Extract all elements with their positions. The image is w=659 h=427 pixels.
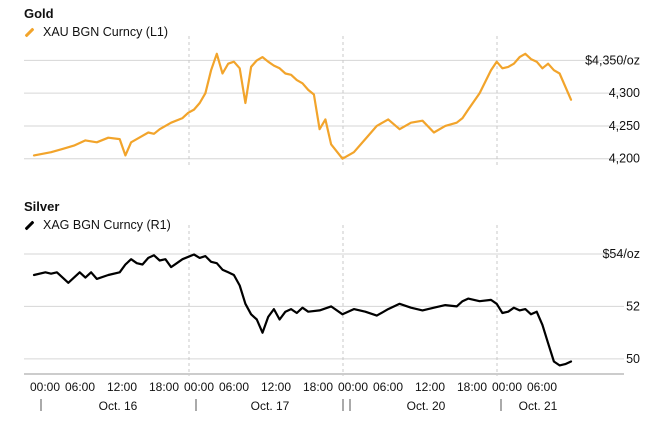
y-tick-label: 52	[626, 299, 640, 313]
x-time-label: 06:00	[219, 380, 249, 394]
y-tick-label: 4,250	[609, 119, 640, 133]
gold-chart-title: Gold	[24, 6, 54, 21]
x-time-label: 00:00	[338, 380, 368, 394]
silver-legend-label: XAG BGN Curncy (R1)	[43, 218, 171, 232]
x-date-label: Oct. 20	[407, 399, 446, 413]
silver-price-line	[32, 253, 573, 367]
silver-chart-title: Silver	[24, 199, 60, 214]
y-tick-label: $4,350/oz	[585, 53, 640, 67]
y-tick-label: 4,300	[609, 86, 640, 100]
silver-legend: XAG BGN Curncy (R1)	[24, 218, 171, 232]
x-time-label: 18:00	[303, 380, 333, 394]
y-tick-label: 50	[626, 352, 640, 366]
x-date-label: Oct. 17	[251, 399, 290, 413]
x-time-label: 00:00	[30, 380, 60, 394]
x-time-label: 00:00	[492, 380, 522, 394]
x-time-label: 00:00	[184, 380, 214, 394]
gold-legend: XAU BGN Curncy (L1)	[24, 25, 168, 39]
x-time-label: 12:00	[261, 380, 291, 394]
y-tick-label: $54/oz	[602, 247, 640, 261]
y-tick-label: 4,200	[609, 152, 640, 166]
x-time-label: 12:00	[107, 380, 137, 394]
gold-price-line	[32, 52, 573, 160]
x-date-label: Oct. 21	[519, 399, 558, 413]
x-time-label: 18:00	[457, 380, 487, 394]
x-time-label: 06:00	[373, 380, 403, 394]
gold-legend-label: XAU BGN Curncy (L1)	[43, 25, 169, 39]
x-time-label: 12:00	[415, 380, 445, 394]
x-time-label: 06:00	[65, 380, 95, 394]
x-time-label: 18:00	[149, 380, 179, 394]
x-date-label: Oct. 16	[99, 399, 138, 413]
x-time-label: 06:00	[527, 380, 557, 394]
